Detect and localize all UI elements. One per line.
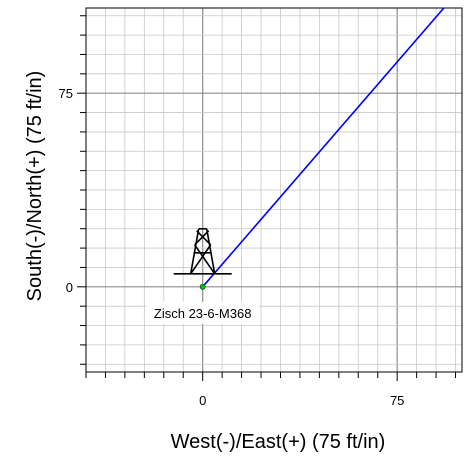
derrick-strut [194,244,216,275]
well-symbol: Zisch 23-6-M368 [146,228,259,324]
x-tick-label: 0 [199,393,206,408]
well-label-background [146,301,259,324]
y-tick-label: 75 [59,86,73,101]
well-label: Zisch 23-6-M368 [154,306,252,321]
x-tick-label: 75 [390,393,404,408]
derrick-icon [173,228,232,275]
derrick-strut [205,228,216,274]
derrick-strut [196,230,212,246]
derrick-strut [194,230,210,246]
well-path-line [202,7,445,288]
y-axis-title: South(-)/North(+) (75 ft/in) [24,71,46,302]
tick-labels: 0 75 0 75 [59,86,405,408]
derrick-strut [190,244,212,275]
x-axis-title: West(-)/East(+) (75 ft/in) [171,431,386,453]
well-location-marker [199,283,206,290]
y-tick-label: 0 [66,280,73,295]
series-lines [202,7,445,288]
grid-lines [85,8,462,372]
derrick-strut [189,228,200,274]
axis-ticks [77,15,457,381]
